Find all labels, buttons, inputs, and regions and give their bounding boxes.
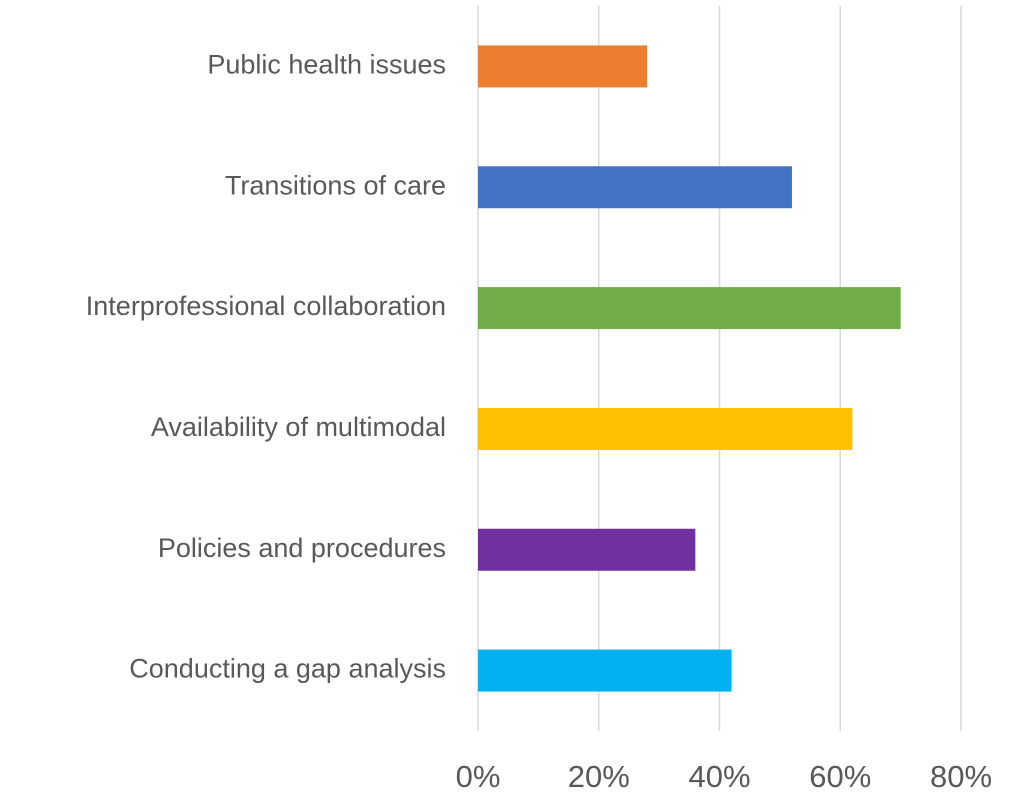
y-tick-label: Conducting a gap analysis <box>129 654 446 684</box>
bar <box>478 45 648 88</box>
bar <box>478 166 792 209</box>
x-tick-label: 80% <box>930 759 992 794</box>
x-tick-label: 60% <box>809 759 871 794</box>
x-tick-label: 40% <box>688 759 750 794</box>
y-tick-label: Transitions of care <box>225 170 446 200</box>
bar <box>478 649 732 692</box>
y-tick-label: Availability of multimodal <box>151 412 446 442</box>
bar <box>478 407 853 450</box>
y-tick-label: Public health issues <box>207 50 446 80</box>
bar <box>478 287 901 330</box>
bar <box>478 528 696 571</box>
x-tick-label: 0% <box>456 759 501 794</box>
x-tick-label: 20% <box>568 759 630 794</box>
y-tick-label: Interprofessional collaboration <box>86 291 446 321</box>
y-tick-label: Policies and procedures <box>158 533 446 563</box>
